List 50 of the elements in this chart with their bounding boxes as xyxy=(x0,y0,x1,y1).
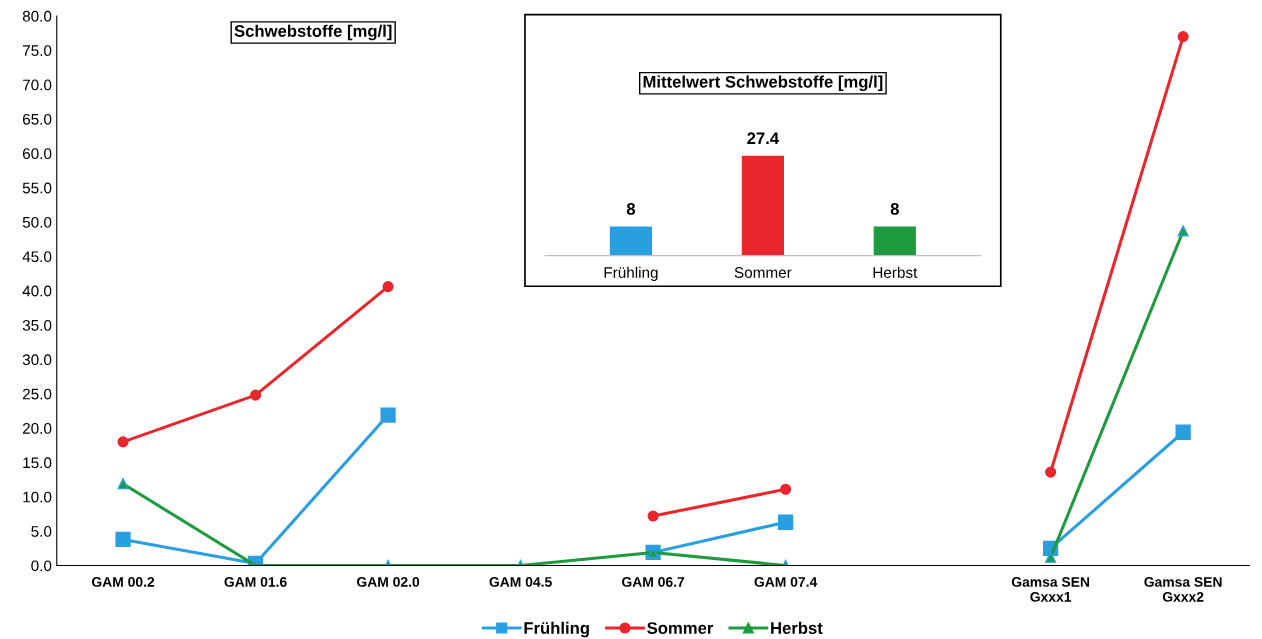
x-tick-label: Herbst xyxy=(873,266,918,278)
y-tick-label: 25.0 xyxy=(22,388,52,400)
y-tick-label: 45.0 xyxy=(22,251,52,263)
y-tick-label: 75.0 xyxy=(22,45,52,57)
point xyxy=(647,510,659,522)
point xyxy=(1177,31,1189,43)
legend-label: Sommer xyxy=(647,622,714,634)
y-tick-label: 60.0 xyxy=(22,148,52,160)
x-tick-label: GAM 01.6 xyxy=(224,576,287,587)
point xyxy=(1177,225,1189,237)
y-tick-label: 5.0 xyxy=(31,526,52,537)
x-tick-label: GAM 00.2 xyxy=(91,576,155,587)
data-label: 27.4 xyxy=(747,132,780,144)
x-tick-label: Frühling xyxy=(604,266,658,281)
x-tick-label: GAM 02.0 xyxy=(356,576,420,587)
data-label: 8 xyxy=(626,203,636,215)
y-tick-label: 65.0 xyxy=(22,113,52,125)
legend-label: Frühling xyxy=(524,621,589,638)
y-tick-label: 55.0 xyxy=(22,182,52,194)
chart-title: Schwebstoffe [mg/l] xyxy=(234,24,392,41)
y-tick-label: 70.0 xyxy=(22,79,52,91)
point xyxy=(780,483,792,495)
y-tick-label: 80.0 xyxy=(22,10,52,22)
point xyxy=(249,389,262,401)
point xyxy=(382,281,394,293)
x-tick-label: Gamsa SEN Gxxx2 xyxy=(1144,576,1222,602)
point xyxy=(117,478,129,490)
point xyxy=(777,514,794,530)
y-tick-label: 35.0 xyxy=(22,319,52,331)
y-tick-label: 10.0 xyxy=(23,491,52,503)
y-tick-label: 30.0 xyxy=(22,354,52,366)
point xyxy=(1045,551,1057,563)
y-tick-label: 0.0 xyxy=(31,560,52,572)
legend-label: Herbst xyxy=(771,621,823,634)
y-tick-label: 15.0 xyxy=(23,457,52,469)
x-tick-label: Gamsa SEN Gxxx1 xyxy=(1011,576,1090,602)
y-tick-label: 40.0 xyxy=(22,285,52,297)
y-tick-label: 20.0 xyxy=(22,423,52,434)
chart-title: Mittelwert Schwebstoffe [mg/l] xyxy=(643,75,883,92)
x-tick-label: GAM 06.7 xyxy=(622,576,685,587)
x-tick-label: Sommer xyxy=(734,267,792,278)
data-label: 8 xyxy=(890,203,899,215)
point xyxy=(115,531,131,548)
x-tick-label: GAM 07.4 xyxy=(754,576,818,587)
point xyxy=(380,407,396,423)
point xyxy=(1175,424,1191,440)
point xyxy=(1045,466,1057,478)
point xyxy=(117,436,129,448)
y-tick-label: 50.0 xyxy=(22,216,52,228)
x-tick-label: GAM 04.5 xyxy=(489,576,552,587)
